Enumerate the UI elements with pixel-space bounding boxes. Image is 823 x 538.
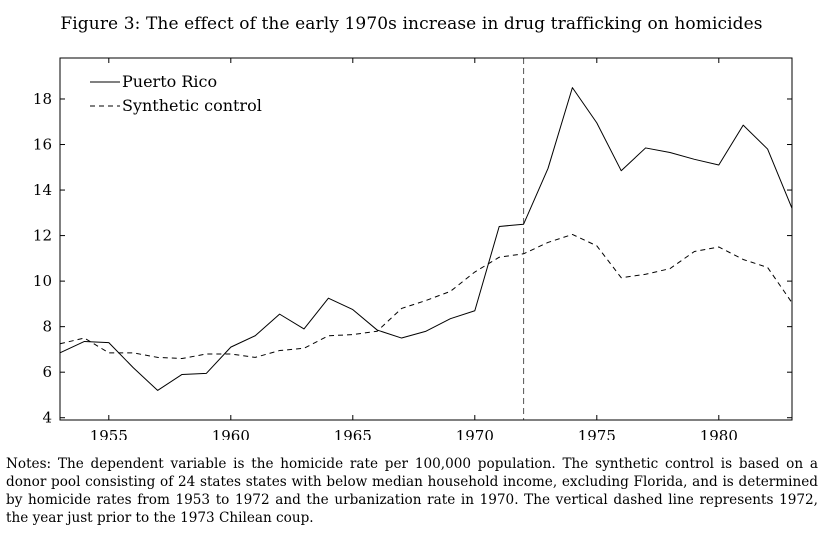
figure-title: Figure 3: The effect of the early 1970s … — [60, 14, 763, 34]
plot-area — [59, 58, 793, 420]
y-tick-label: 10 — [33, 272, 52, 290]
figure-notes: Notes: The dependent variable is the hom… — [6, 456, 818, 526]
legend-label: Synthetic control — [122, 96, 262, 115]
y-tick-label: 6 — [42, 363, 52, 381]
y-tick-label: 14 — [33, 181, 52, 199]
x-tick-label: 1960 — [212, 427, 250, 440]
series-line-puerto-rico — [59, 87, 793, 391]
y-tick-label: 12 — [33, 227, 52, 245]
axes: 1955 1960 1965 1970 1975 1980 4 6 8 10 12 14 16 18 — [33, 57, 793, 440]
x-tick-label: 1955 — [90, 427, 128, 440]
x-tick-label: 1975 — [578, 427, 616, 440]
y-tick-label: 4 — [42, 409, 52, 427]
x-tick-label: 1970 — [456, 427, 494, 440]
y-tick-label: 8 — [42, 318, 52, 336]
y-tick-label: 18 — [33, 90, 52, 108]
x-tick-label: 1980 — [700, 427, 738, 440]
y-tick-label: 16 — [33, 136, 52, 154]
x-tick-label: 1965 — [334, 427, 372, 440]
series-line-synthetic-control — [59, 233, 793, 360]
legend-label: Puerto Rico — [122, 72, 217, 91]
legend: Puerto Rico Synthetic control — [90, 72, 262, 115]
line-chart: 1955 1960 1965 1970 1975 1980 4 6 8 10 12 14 16 18 Pu… — [33, 57, 793, 440]
plot-frame — [59, 57, 793, 421]
